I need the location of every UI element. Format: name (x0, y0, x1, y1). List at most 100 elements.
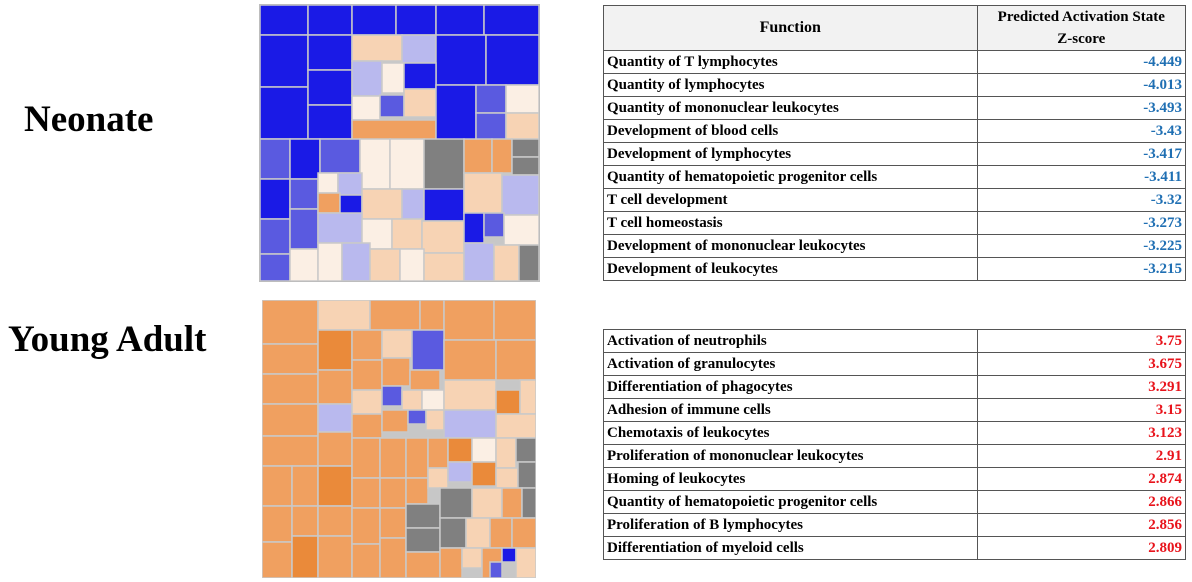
young-adult-treemap-tile (317, 431, 353, 467)
zscore-cell: 3.675 (976, 352, 1187, 376)
zscore-cell: 3.75 (976, 329, 1187, 353)
neonate-treemap-tile (389, 138, 425, 190)
young-adult-treemap-tile (317, 505, 353, 537)
neonate-treemap-tile (351, 95, 381, 121)
zscore-cell: 3.123 (976, 421, 1187, 445)
table-row: Quantity of hematopoietic progenitor cel… (603, 165, 1187, 189)
young-adult-treemap-tile (317, 535, 353, 578)
neonate-treemap-tile (483, 212, 505, 238)
young-adult-treemap-tile (471, 437, 497, 463)
young-adult-treemap-tile (427, 437, 449, 469)
neonate-treemap-tile (260, 253, 291, 281)
neonate-treemap-tile (435, 5, 485, 36)
function-column-header: Function (603, 5, 978, 51)
young-adult-treemap-tile (495, 437, 517, 469)
young-adult-treemap-tile (262, 541, 293, 578)
young-adult-treemap-tile (501, 547, 517, 563)
young-adult-treemap-tile (262, 465, 293, 507)
function-cell: Quantity of mononuclear leukocytes (603, 96, 978, 120)
young-adult-treemap-tile (489, 561, 503, 578)
neonate-label: Neonate (24, 99, 154, 140)
neonate-treemap-tile (435, 34, 487, 86)
young-adult-treemap-tile (379, 537, 407, 578)
table-row: T cell homeostasis -3.273 (603, 211, 1187, 235)
neonate-treemap-tile (289, 208, 319, 250)
neonate-treemap-tile (423, 252, 465, 281)
young-adult-treemap-tile (405, 477, 429, 505)
neonate-treemap-tile (505, 84, 539, 114)
young-adult-treemap-tile (427, 467, 449, 489)
zscore-cell: -3.32 (976, 188, 1187, 212)
young-adult-treemap-tile (291, 465, 319, 507)
young-adult-label: Young Adult (8, 319, 207, 360)
young-adult-treemap-tile (521, 487, 536, 519)
table-row: Quantity of T lymphocytes -4.449 (603, 50, 1187, 74)
table-row: Differentiation of phagocytes 3.291 (603, 375, 1187, 399)
young-adult-treemap-tile (317, 329, 353, 371)
young-adult-treemap-tile (379, 477, 407, 509)
young-adult-treemap-tile (405, 527, 441, 553)
zscore-cell: 2.91 (976, 444, 1187, 468)
neonate-treemap-tile (339, 194, 363, 216)
young-adult-treemap-tile (291, 535, 319, 578)
zscore-cell: -3.273 (976, 211, 1187, 235)
function-cell: Quantity of T lymphocytes (603, 50, 978, 74)
young-adult-treemap-tile (379, 437, 407, 479)
neonate-treemap-tile (423, 138, 465, 190)
table-row: Proliferation of B lymphocytes 2.856 (603, 513, 1187, 537)
table-row: Development of mononuclear leukocytes -3.… (603, 234, 1187, 258)
young-adult-treemap-tile (405, 551, 441, 578)
young-adult-function-table: Activation of neutrophils 3.75 Activation … (603, 329, 1187, 560)
neonate-treemap-tile (483, 5, 539, 36)
neonate-treemap-tile (395, 5, 437, 36)
table-row: Activation of neutrophils 3.75 (603, 329, 1187, 353)
neonate-treemap-tile (491, 138, 513, 174)
zscore-cell: -3.215 (976, 257, 1187, 281)
young-adult-treemap-tile (493, 300, 536, 341)
young-adult-treemap-tile (262, 373, 319, 405)
table-row: Adhesion of immune cells 3.15 (603, 398, 1187, 422)
function-cell: Quantity of hematopoietic progenitor cel… (603, 165, 978, 189)
neonate-treemap-tile (260, 178, 291, 220)
neonate-treemap-tile (317, 192, 341, 214)
zscore-cell: -4.449 (976, 50, 1187, 74)
neonate-treemap-tile (511, 138, 539, 158)
young-adult-treemap-tile (381, 409, 409, 433)
young-adult-treemap-tile (262, 505, 293, 543)
neonate-treemap (259, 4, 540, 282)
neonate-treemap-tile (401, 188, 425, 220)
zscore-cell: 2.866 (976, 490, 1187, 514)
young-adult-treemap-tile (262, 343, 319, 375)
young-adult-treemap-tile (519, 379, 536, 415)
table-row: Quantity of lymphocytes -4.013 (603, 73, 1187, 97)
table-row: Development of leukocytes -3.215 (603, 257, 1187, 281)
neonate-treemap-tile (485, 34, 539, 86)
zscore-cell: -3.43 (976, 119, 1187, 143)
function-cell: Activation of granulocytes (603, 352, 978, 376)
table-header-row: Function Predicted Activation State Z-sc… (603, 5, 1187, 51)
function-cell: T cell development (603, 188, 978, 212)
table-row: Quantity of hematopoietic progenitor cel… (603, 490, 1187, 514)
young-adult-treemap-tile (381, 329, 413, 359)
young-adult-treemap-tile (351, 389, 383, 415)
neonate-treemap-tile (403, 88, 437, 118)
zscore-cell: 2.874 (976, 467, 1187, 491)
function-cell: Development of mononuclear leukocytes (603, 234, 978, 258)
neonate-treemap-tile (435, 84, 477, 141)
neonate-treemap-tile (391, 218, 423, 250)
neonate-treemap-tile (307, 5, 353, 36)
young-adult-treemap-tile (439, 547, 463, 578)
young-adult-treemap-tile (317, 465, 353, 507)
neonate-treemap-tile (260, 218, 291, 255)
neonate-treemap-tile (307, 69, 353, 106)
neonate-treemap-tile (518, 244, 539, 281)
function-cell: Homing of leukocytes (603, 467, 978, 491)
young-adult-treemap-tile (515, 547, 536, 578)
neonate-function-table: Function Predicted Activation State Z-sc… (603, 5, 1187, 281)
neonate-treemap-tile (289, 138, 321, 180)
function-cell: Quantity of lymphocytes (603, 73, 978, 97)
young-adult-treemap-tile (439, 487, 473, 519)
young-adult-treemap-tile (447, 437, 473, 463)
young-adult-treemap-tile (411, 329, 445, 371)
function-cell: Development of lymphocytes (603, 142, 978, 166)
